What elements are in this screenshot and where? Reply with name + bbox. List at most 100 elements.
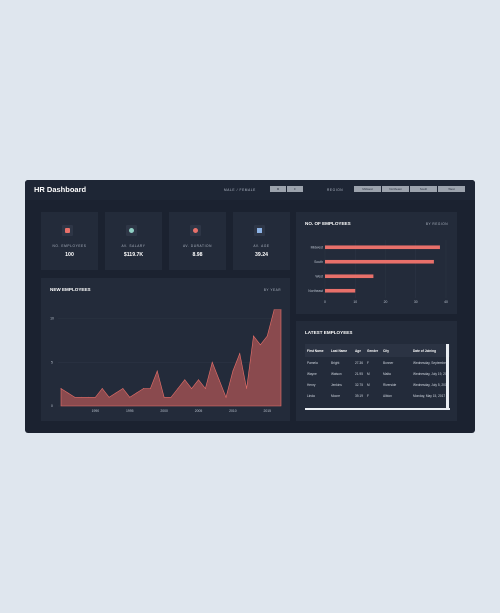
user-icon (62, 225, 73, 236)
kpi-card-age: AV. AGE 39.24 (233, 212, 290, 270)
bar (325, 245, 440, 250)
x-tick-label: 2010 (229, 409, 237, 413)
cell-date: Wednesday, July 5, 201 (413, 382, 447, 387)
data-point (273, 309, 275, 311)
data-point (156, 370, 158, 372)
column-header[interactable]: Date of Joining (413, 348, 437, 353)
card-title: NO. OF EMPLOYEES (305, 221, 351, 226)
kpi-card-duration: AV. DURATION 8.98 (169, 212, 226, 270)
column-header[interactable]: Last Name (331, 348, 348, 353)
clock-icon (190, 225, 201, 236)
cell-city: Albion (383, 393, 392, 398)
data-point (143, 388, 144, 389)
y-tick-label: 5 (51, 360, 53, 364)
new-employees-card: NEW EMPLOYEES BY YEAR 0 5 10 1990 1995 2000 20… (41, 278, 290, 421)
dollar-icon (126, 225, 137, 236)
x-tick-label: 10 (353, 300, 357, 304)
data-point (204, 388, 206, 389)
cell-first-name: Linda (307, 393, 315, 398)
y-tick-label: Northeast (308, 289, 323, 293)
kpi-label: NO. EMPLOYEES (52, 244, 87, 248)
table-row[interactable]: Henry Jenkins 32.75 M Riverside Wednesda… (305, 379, 450, 390)
cell-last-name: Watson (331, 371, 342, 376)
x-tick-label: 2005 (195, 409, 203, 413)
calendar-icon (254, 225, 265, 236)
cell-date: Wednesday, July 19, 20 (413, 371, 447, 376)
kpi-value: 8.98 (192, 252, 203, 258)
kpi-label: AV. AGE (253, 244, 270, 248)
region-button-midwest[interactable]: Midwest (354, 186, 381, 192)
y-tick-label: 0 (51, 404, 53, 408)
card-subtitle: BY YEAR (263, 288, 281, 292)
cell-date: Monday, May 15, 2017 (413, 393, 446, 398)
y-tick-label: West (315, 274, 323, 278)
data-point (163, 396, 165, 398)
cell-gender: M (367, 382, 370, 387)
cell-last-name: Moore (331, 393, 341, 398)
cell-first-name: Wayne (307, 371, 317, 376)
employees-table-wrapper: First Name Last Name Age Gender City Dat… (305, 344, 450, 410)
region-button-west[interactable]: West (438, 186, 465, 192)
region-button-northeast[interactable]: Northeast (382, 186, 409, 192)
data-point (115, 392, 117, 394)
kpi-label: AV. DURATION (182, 244, 213, 248)
kpi-value: $119.7K (123, 252, 144, 258)
data-point (129, 396, 131, 398)
horizontal-scrollbar[interactable] (305, 408, 450, 410)
data-point (246, 388, 248, 389)
table-row[interactable]: Pamela Bright 27.36 F Bonner Wednesday, … (305, 357, 450, 368)
employees-by-region-card: NO. OF EMPLOYEES BY REGION 0 10 20 30 40 Midw… (296, 212, 457, 314)
gender-button-male[interactable]: M (270, 186, 286, 192)
data-point (67, 392, 69, 394)
cell-city: Riverside (383, 382, 397, 387)
data-point (191, 388, 193, 389)
cell-first-name: Pamela (307, 360, 318, 365)
cell-last-name: Bright (331, 360, 340, 365)
x-tick-label: 20 (384, 300, 388, 304)
latest-employees-card: LATEST EMPLOYEES First Name Last Name Ag… (296, 321, 457, 421)
cell-age: 27.36 (355, 360, 363, 365)
cell-gender: F (367, 360, 369, 365)
data-point (184, 379, 186, 381)
bar (325, 288, 356, 293)
x-tick-label: 40 (444, 300, 448, 304)
vertical-scrollbar[interactable] (446, 344, 449, 410)
table-row[interactable]: Wayne Watson 21.95 M Malta Wednesday, Ju… (305, 368, 450, 379)
data-point (149, 388, 151, 389)
card-title: LATEST EMPLOYEES (305, 330, 353, 335)
data-point (280, 309, 282, 311)
cell-last-name: Jenkins (331, 382, 342, 387)
top-bar: HR Dashboard MALE / FEMALE M F REGION Mi… (25, 180, 475, 200)
dashboard: HR Dashboard MALE / FEMALE M F REGION Mi… (25, 180, 475, 433)
cell-gender: M (367, 371, 370, 376)
data-point (94, 396, 96, 398)
data-point (122, 388, 124, 389)
table-row[interactable]: Linda Moore 39.19 F Albion Monday, May 1… (305, 390, 450, 401)
x-tick-label: 2015 (263, 409, 271, 413)
card-subtitle: BY REGION (425, 222, 448, 226)
table-header-row: First Name Last Name Age Gender City Dat… (305, 344, 450, 357)
x-tick-label: 0 (324, 300, 326, 304)
column-header[interactable]: Gender (367, 348, 379, 353)
data-point (259, 344, 261, 346)
data-point (198, 379, 199, 381)
data-point (211, 361, 213, 363)
gender-button-female[interactable]: F (287, 186, 303, 192)
data-point (60, 388, 62, 389)
bar (325, 274, 374, 279)
region-button-south[interactable]: South (410, 186, 437, 192)
page-title: HR Dashboard (34, 185, 87, 194)
kpi-label: AV. SALARY (121, 244, 146, 248)
y-tick-label: 10 (50, 317, 54, 321)
card-title: NEW EMPLOYEES (50, 287, 91, 292)
y-tick-label: Midwest (311, 245, 323, 249)
x-tick-label: 30 (414, 300, 418, 304)
x-tick-label: 1990 (92, 409, 100, 413)
column-header[interactable]: City (383, 348, 390, 353)
column-header[interactable]: Age (355, 348, 362, 353)
area-series (60, 309, 282, 407)
gender-filter-label: MALE / FEMALE (224, 187, 256, 192)
cell-date: Wednesday, Septembe (413, 360, 446, 365)
column-header[interactable]: First Name (307, 348, 324, 353)
data-point (81, 396, 83, 398)
